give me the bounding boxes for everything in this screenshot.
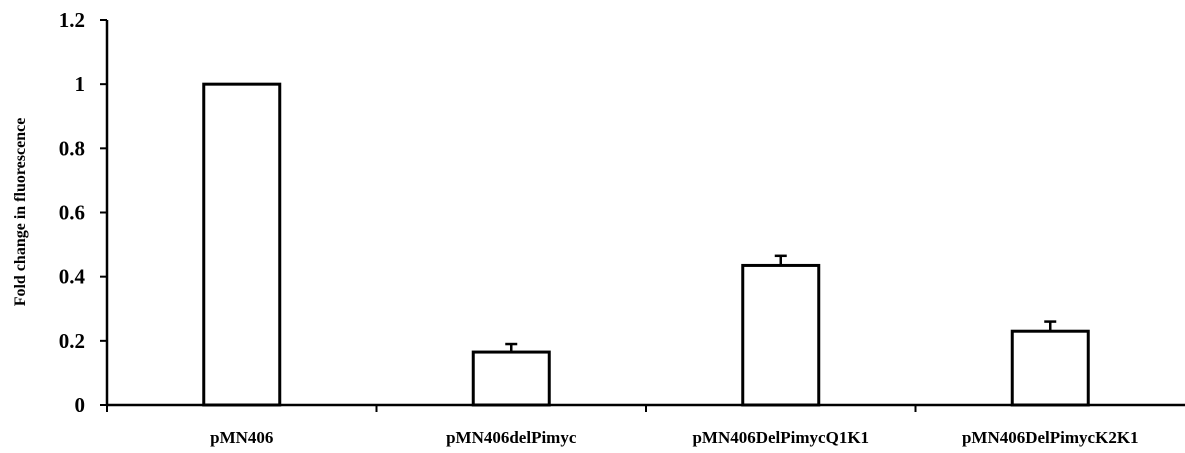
y-axis-title: Fold change in fluorescence	[12, 118, 29, 307]
y-tick-label: 1.2	[59, 8, 85, 32]
y-tick-label: 1	[75, 72, 86, 96]
y-tick-label: 0.6	[59, 201, 85, 225]
x-category-label: pMN406	[210, 428, 273, 447]
bar	[741, 263, 821, 407]
y-tick-label: 0.8	[59, 136, 85, 160]
x-category-label: pMN406DelPimycQ1K1	[692, 428, 869, 447]
bar	[1010, 329, 1090, 407]
x-category-label: pMN406delPimyc	[446, 428, 577, 447]
y-tick-label: 0	[75, 393, 86, 417]
x-category-label: pMN406DelPimycK2K1	[962, 428, 1139, 447]
y-tick-label: 0.2	[59, 329, 85, 353]
bar	[202, 82, 282, 407]
bar	[471, 350, 551, 407]
y-tick-label: 0.4	[59, 265, 86, 289]
